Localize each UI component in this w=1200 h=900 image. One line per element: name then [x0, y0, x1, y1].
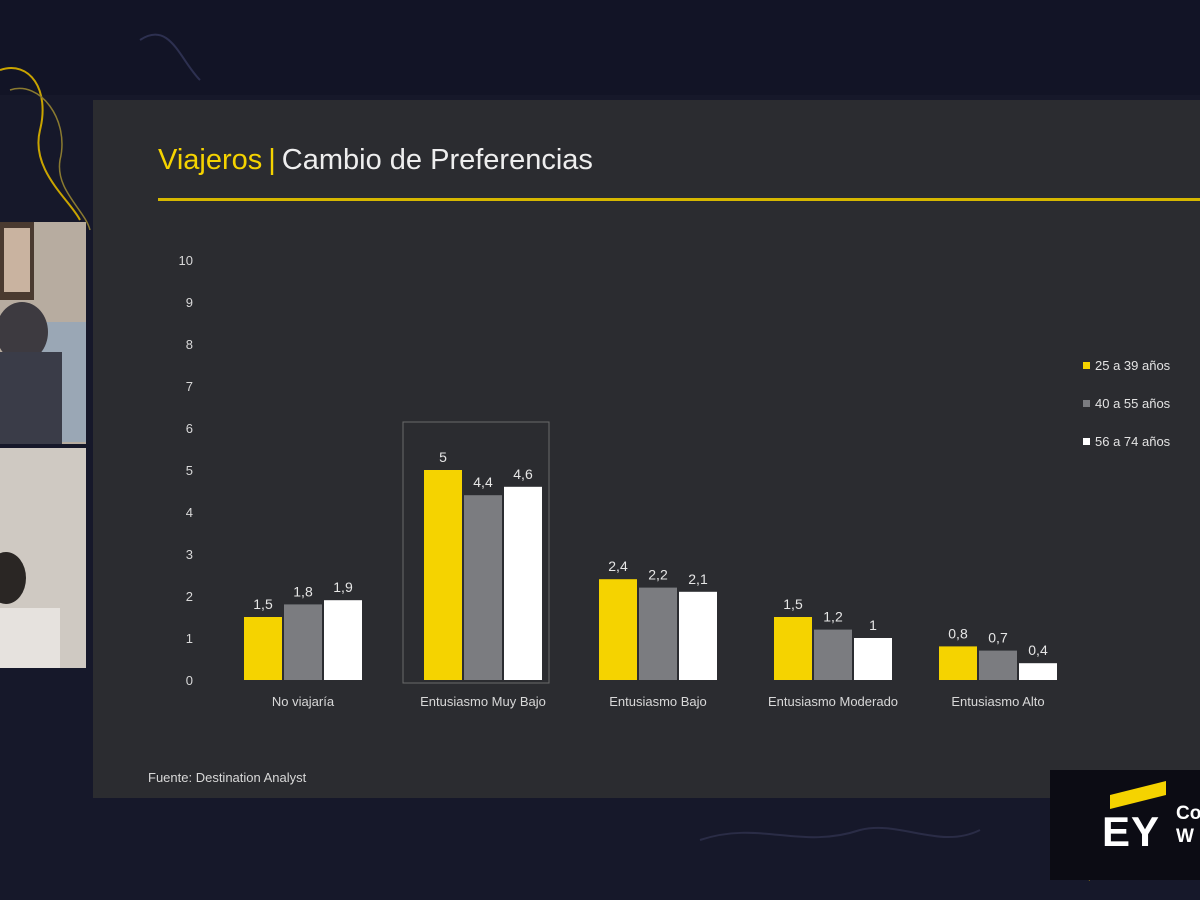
ey-logo-side-line-2: W [1176, 826, 1194, 847]
y-tick-label: 0 [186, 673, 193, 688]
data-label: 1,8 [293, 583, 313, 599]
presentation-slide: Viajeros | Cambio de Preferencias 0 1 2 3 4 5 6 7… [93, 100, 1200, 798]
bar [424, 470, 462, 680]
y-tick-label: 7 [186, 379, 193, 394]
y-tick-label: 8 [186, 337, 193, 352]
data-label: 0,8 [948, 625, 968, 641]
bar [939, 646, 977, 680]
webcam-person-1 [0, 222, 86, 444]
y-tick-label: 1 [186, 631, 193, 646]
y-tick-label: 2 [186, 589, 193, 604]
legend-label: 56 a 74 años [1095, 433, 1171, 449]
bar [1019, 663, 1057, 680]
category-label: No viajaría [272, 694, 335, 709]
slide-title-accent: Viajeros [158, 144, 263, 176]
webcam-person-2 [0, 552, 60, 668]
bar [774, 617, 812, 680]
category-label: Entusiasmo Alto [951, 694, 1044, 709]
data-label: 1,5 [783, 596, 803, 612]
legend-swatch [1083, 399, 1090, 407]
data-label: 2,4 [608, 558, 628, 574]
bar [599, 579, 637, 680]
slide-title-separator: | [268, 144, 276, 176]
data-label: 0,4 [1028, 642, 1048, 658]
data-label: 4,4 [473, 474, 493, 490]
bar [679, 591, 717, 680]
title-underline [158, 198, 1200, 201]
bar [464, 495, 502, 680]
highlight-box [402, 421, 550, 684]
legend-swatch [1083, 361, 1090, 369]
y-tick-label: 3 [186, 547, 193, 562]
y-tick-label: 6 [186, 421, 193, 436]
legend-item: 40 a 55 años [1083, 384, 1170, 422]
bar [979, 650, 1017, 680]
category-label: Entusiasmo Moderado [768, 694, 898, 709]
category-label: Entusiasmo Muy Bajo [420, 694, 546, 709]
bar [244, 617, 282, 680]
data-label: 1,5 [253, 596, 273, 612]
legend-label: 25 a 39 años [1095, 357, 1171, 373]
y-tick-label: 10 [179, 253, 193, 268]
slide-title-main: Cambio de Preferencias [281, 144, 593, 176]
data-label: 0,7 [988, 630, 1008, 646]
data-label: 2,1 [688, 571, 708, 587]
y-tick-label: 9 [186, 295, 193, 310]
ey-logo-text: EY [1102, 808, 1161, 855]
legend-label: 40 a 55 años [1095, 395, 1171, 411]
legend-item: 25 a 39 años [1083, 346, 1170, 384]
bar [324, 600, 362, 680]
data-label: 2,2 [648, 567, 668, 583]
webcam-thumbnail-2 [0, 448, 86, 668]
y-tick-label: 5 [186, 463, 193, 478]
source-note: Fuente: Destination Analyst [148, 770, 307, 785]
slide-title: Viajeros | Cambio de Preferencias [158, 144, 593, 177]
bar [284, 604, 322, 680]
legend-swatch [1083, 437, 1090, 445]
legend-item: 56 a 74 años [1083, 422, 1170, 460]
webcam-thumbnail-1 [0, 222, 86, 444]
data-label: 1 [869, 617, 877, 633]
category-label: Entusiasmo Bajo [609, 694, 707, 709]
data-label: 1,2 [823, 609, 843, 625]
chart-legend: 25 a 39 años 40 a 55 años 56 a 74 años [1083, 346, 1170, 460]
data-label: 1,9 [333, 579, 353, 595]
bar [639, 587, 677, 680]
ey-logo-side-text: Co W [1176, 802, 1200, 848]
ey-logo-bar [1110, 781, 1166, 809]
ey-logo-panel: EY Co W [1050, 770, 1200, 880]
bar [854, 638, 892, 680]
data-label: 4,6 [513, 466, 533, 482]
y-tick-label: 4 [186, 505, 193, 520]
bar-chart: 0 1 2 3 4 5 6 7 8 9 10 1,5 1,8 1,9 No viajaría 5 4,4 4,6 E… [179, 253, 1057, 709]
bar [814, 629, 852, 680]
bar [504, 486, 542, 680]
ey-logo-side-line-1: Co [1176, 803, 1200, 824]
data-label: 5 [439, 449, 447, 465]
